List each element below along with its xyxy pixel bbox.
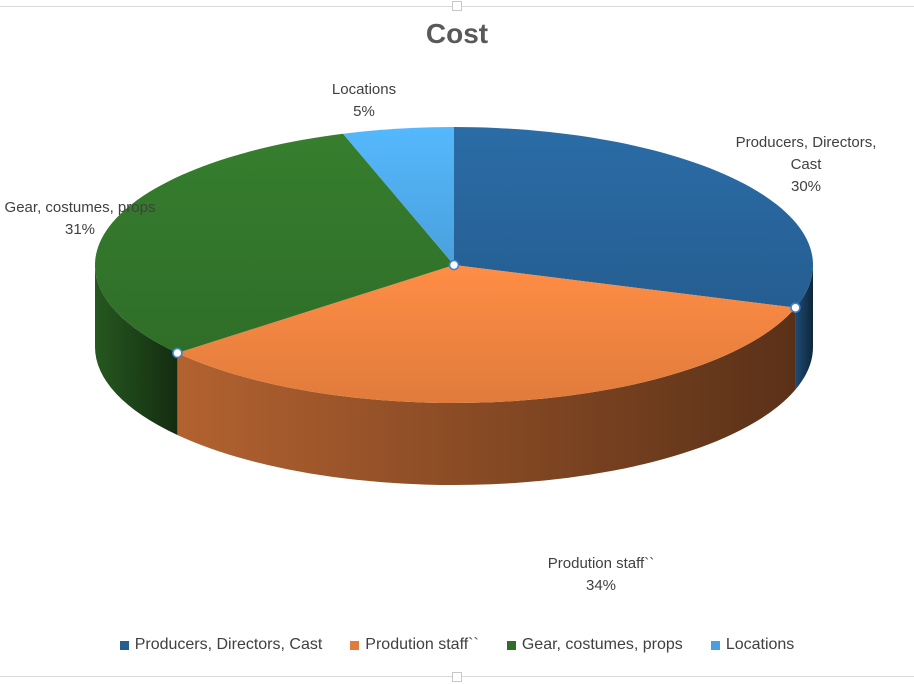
legend-swatch	[119, 640, 129, 650]
slice-gear-top[interactable]	[94, 133, 454, 353]
resize-handle-bottom[interactable]	[452, 672, 462, 682]
legend-item-producers[interactable]: Producers, Directors, Cast	[119, 636, 323, 654]
legend-label: Producers, Directors, Cast	[134, 636, 323, 653]
slice-production-staff-side[interactable]	[177, 307, 796, 485]
slice-locations-top[interactable]	[343, 127, 454, 265]
slice-producers-top[interactable]	[454, 127, 813, 308]
legend-item-locations[interactable]: Locations	[710, 636, 795, 654]
selection-handle[interactable]	[448, 259, 460, 271]
legend-swatch	[710, 640, 720, 650]
legend-label: Prodution staff``	[365, 636, 479, 653]
slice-gear-data-label[interactable]: Gear, costumes, props 31%	[5, 199, 156, 238]
selection-handle[interactable]	[790, 302, 801, 313]
data-labels: Producers, Directors, Cast 30% Prodution st…	[5, 81, 877, 594]
legend-item-gear[interactable]: Gear, costumes, props	[506, 636, 683, 654]
selection-handles	[172, 259, 801, 359]
legend[interactable]: Producers, Directors, Cast Prodution staf…	[0, 636, 914, 654]
resize-handle-top[interactable]	[452, 1, 462, 11]
selection-handle[interactable]	[172, 347, 183, 359]
legend-swatch	[350, 640, 360, 650]
pie-sides	[95, 265, 813, 485]
slice-production-staff-data-label[interactable]: Prodution staff`` 34%	[548, 555, 654, 594]
slice-producers-data-label[interactable]: Producers, Directors, Cast 30%	[736, 134, 877, 195]
chart-title[interactable]: Cost	[425, 18, 489, 49]
pie-tops	[94, 127, 813, 403]
legend-label: Locations	[725, 636, 795, 653]
legend-label: Gear, costumes, props	[521, 636, 683, 653]
legend-swatch	[506, 640, 516, 650]
slice-production-staff-top[interactable]	[177, 265, 796, 403]
slice-producers-side[interactable]	[795, 265, 813, 390]
legend-item-production-staff[interactable]: Prodution staff``	[350, 636, 479, 654]
slice-locations-data-label[interactable]: Locations 5%	[332, 81, 396, 120]
slice-gear-side[interactable]	[95, 265, 178, 435]
